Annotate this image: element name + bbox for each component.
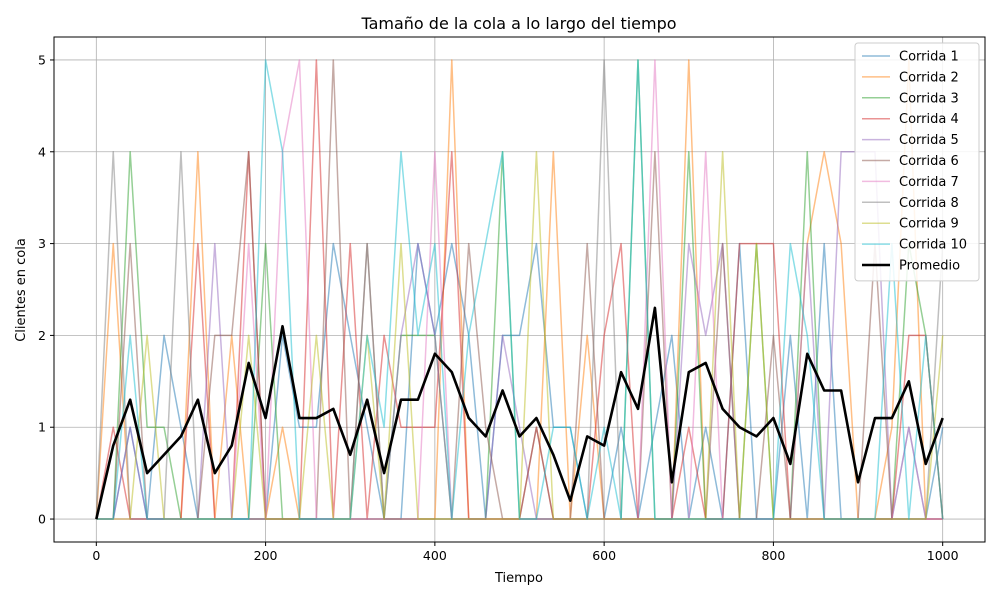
y-axis-label: Clientes en cola (14, 238, 29, 342)
y-tick-label: 3 (38, 236, 46, 251)
y-tick-label: 4 (38, 144, 46, 159)
series-lines (95, 59, 944, 520)
x-axis-label: Tiempo (494, 571, 543, 586)
legend-label: Corrida 1 (899, 50, 959, 65)
legend-label: Corrida 3 (899, 91, 959, 106)
legend-label: Corrida 9 (899, 217, 959, 232)
x-tick-label: 1000 (927, 548, 959, 563)
legend-label: Corrida 4 (899, 112, 959, 127)
x-tick-label: 800 (761, 548, 785, 563)
y-axis-ticks: 0 1 2 3 4 5 (38, 52, 54, 527)
legend-label: Corrida 2 (899, 70, 959, 85)
legend-label: Corrida 10 (899, 238, 967, 253)
x-tick-label: 200 (254, 548, 278, 563)
x-tick-label: 0 (92, 548, 100, 563)
legend-label: Corrida 7 (899, 175, 959, 190)
series-line-11 (95, 306, 944, 520)
legend: Corrida 1 Corrida 2 Corrida 3 Corrida 4 Corr… (854, 42, 980, 282)
x-tick-label: 600 (592, 548, 616, 563)
series-line-4 (95, 59, 944, 520)
legend-label: Corrida 6 (899, 154, 959, 169)
y-tick-label: 2 (38, 328, 46, 343)
x-tick-label: 400 (423, 548, 447, 563)
plot-frame (53, 36, 986, 543)
series-line-3 (96, 59, 944, 520)
legend-label: Promedio (899, 259, 960, 274)
series-line-2 (95, 59, 943, 520)
x-axis-ticks: 0 200 400 600 800 1000 (92, 542, 959, 563)
y-tick-label: 0 (38, 512, 46, 527)
legend-label: Corrida 8 (899, 196, 959, 211)
series-line-7 (96, 59, 943, 520)
legend-box (854, 42, 980, 282)
series-line-6 (96, 59, 943, 520)
legend-label: Corrida 5 (899, 133, 959, 148)
y-tick-label: 1 (38, 420, 46, 435)
y-tick-label: 5 (38, 52, 46, 67)
grid (54, 37, 985, 542)
series-line-8 (95, 59, 944, 520)
chart-title: Tamaño de la cola a lo largo del tiempo (360, 14, 676, 33)
series-line-10 (96, 59, 944, 520)
